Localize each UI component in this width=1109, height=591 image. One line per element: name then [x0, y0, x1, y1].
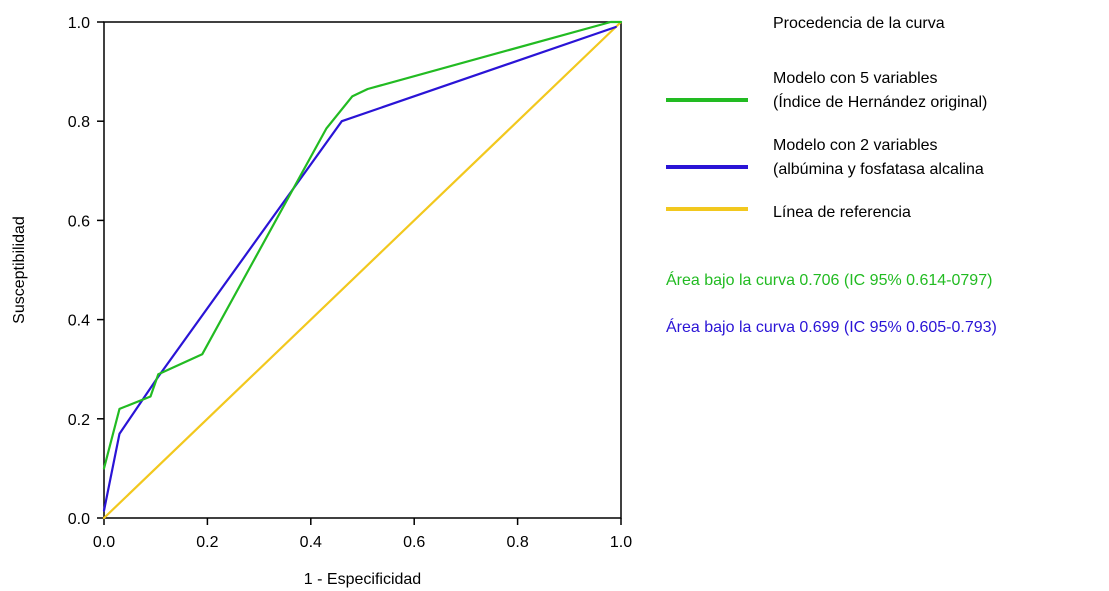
auc-annotations: Área bajo la curva 0.706 (IC 95% 0.614-0…: [666, 270, 997, 336]
series-lines: [102, 20, 623, 520]
series-line-reference: [102, 20, 623, 520]
auc-annotation: Área bajo la curva 0.706 (IC 95% 0.614-0…: [666, 270, 992, 289]
y-tick-label: 0.4: [68, 313, 90, 330]
series-line-5-variables: [102, 20, 623, 470]
x-tick-label: 1.0: [610, 534, 632, 551]
x-axis-title: 1 - Especificidad: [304, 571, 421, 588]
legend-entry-label: (albúmina y fosfatasa alcalina: [773, 161, 984, 178]
legend-entry-label: (Índice de Hernández original): [773, 92, 987, 111]
plot-frame: [103, 21, 622, 519]
x-tick-label: 0.6: [403, 534, 425, 551]
legend-entry-label: Línea de referencia: [773, 204, 911, 221]
x-tick-label: 0.4: [300, 534, 322, 551]
y-tick-label: 0.6: [68, 213, 90, 230]
x-axis-ticks: 0.0 0.2 0.4 0.6 0.8 1.0: [93, 518, 632, 551]
y-tick-label: 0.8: [68, 114, 90, 131]
y-axis-ticks: 0.0 0.2 0.4 0.6 0.8 1.0: [68, 15, 104, 528]
y-tick-label: 0.2: [68, 412, 90, 429]
x-tick-label: 0.2: [196, 534, 218, 551]
y-axis-title: Susceptibilidad: [11, 216, 28, 324]
x-tick-label: 0.8: [506, 534, 528, 551]
y-tick-label: 0.0: [68, 511, 90, 528]
legend: Procedencia de la curva Modelo con 5 var…: [666, 15, 987, 221]
legend-entry-label: Modelo con 2 variables: [773, 137, 938, 154]
legend-entry-label: Modelo con 5 variables: [773, 70, 938, 87]
y-tick-label: 1.0: [68, 15, 90, 32]
x-tick-label: 0.0: [93, 534, 115, 551]
legend-title: Procedencia de la curva: [773, 15, 945, 32]
auc-annotation: Área bajo la curva 0.699 (IC 95% 0.605-0…: [666, 317, 997, 336]
